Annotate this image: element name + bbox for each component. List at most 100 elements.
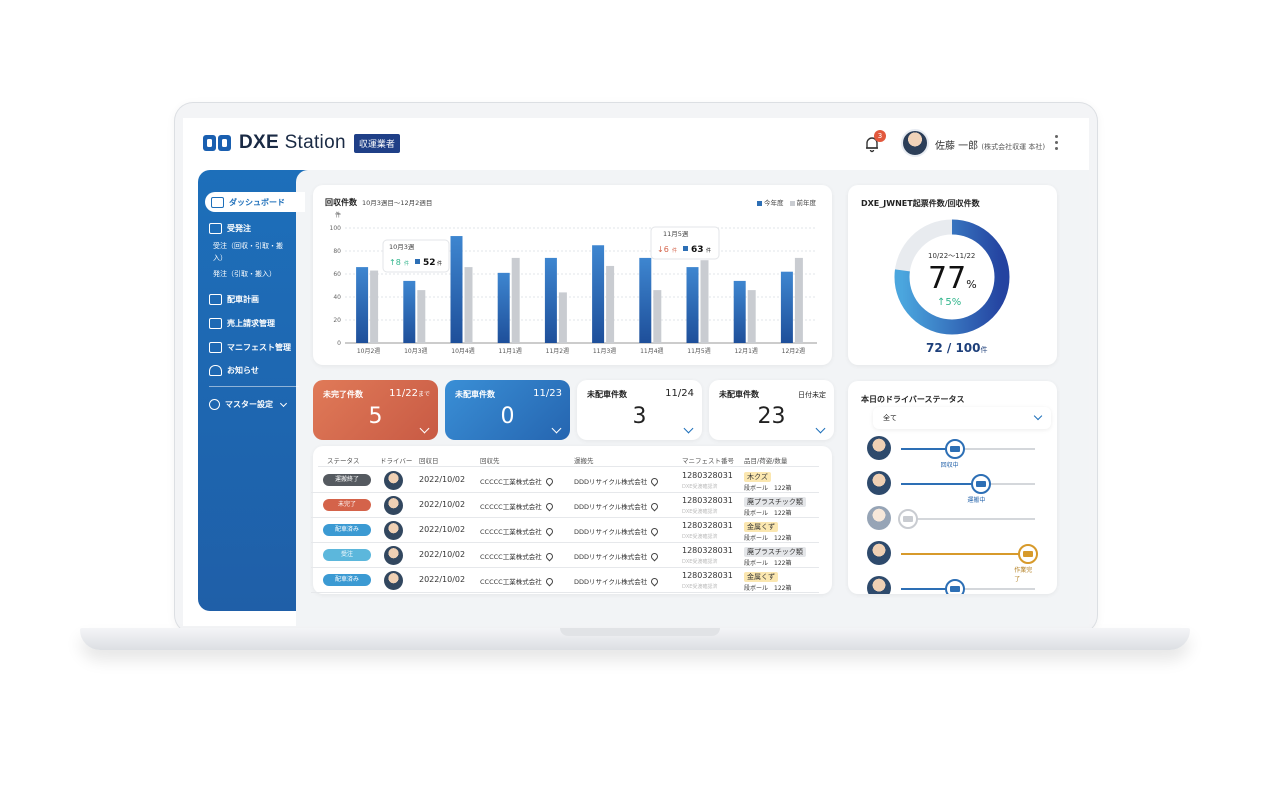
tile-value: 23 [757,404,786,429]
sidebar-item-dashboard[interactable]: ダッシュボード [205,192,305,212]
driver-progress-fill [901,483,982,485]
bar-previous-4[interactable] [511,257,520,343]
col-header-date: 回収日 [419,457,439,465]
y-tick-label: 100 [330,225,342,232]
bar-current-3[interactable] [450,236,463,343]
user-name[interactable]: 佐藤 一郎 (株式会社収運 本社) [935,141,1046,152]
sidebar-divider [209,386,299,387]
tile-date: 11/22まで [389,388,430,399]
manifest-status: DXE受渡確認済 [682,509,718,515]
col-header-item: 品目/荷姿/数量 [744,457,788,465]
bar-previous-8[interactable] [700,260,709,343]
sidebar-item-news[interactable]: お知らせ [209,365,259,376]
more-menu-icon[interactable] [1055,135,1059,151]
tooltip-value: 52 [423,258,436,268]
tile-date: 日付未定 [798,391,826,399]
status-glyph [949,446,960,452]
sidebar-subitem-receive-orders[interactable]: 受注（回収・引取・搬入） [213,242,283,262]
package-quantity: 段ボール 122箱 [744,485,792,492]
orders-table-card [313,446,832,594]
user-avatar[interactable] [901,129,929,157]
bar-previous-7[interactable] [653,290,662,343]
driver-filter-select[interactable]: 全て [873,407,1051,429]
x-tick-label: 12月1週 [734,347,757,355]
delivery-destination: DDDリサイクル株式会社 [574,576,660,587]
bar-current-5[interactable] [544,257,557,343]
tile-incomplete[interactable]: 未完了件数 11/22まで 5 [313,380,438,440]
bar-previous-9[interactable] [747,290,756,343]
bar-current-10[interactable] [780,271,793,343]
donut-chart [894,219,1010,335]
collection-source: CCCCC工業株式会社 [480,476,555,487]
x-tick-label: 11月5週 [687,347,710,355]
driver-avatar [384,496,403,515]
tile-label: 未配車件数 [587,390,627,399]
x-tick-label: 10月3週 [404,347,427,355]
driver-avatar[interactable] [867,541,891,565]
bar-previous-2[interactable] [417,290,426,343]
bar-previous-5[interactable] [558,292,567,343]
collection-date: 2022/10/02 [419,550,466,559]
tile-undispatched-1124[interactable]: 未配車件数 11/24 3 [577,380,702,440]
driver-avatar[interactable] [867,506,891,530]
item-tag: 廃プラスチック類 [744,497,806,507]
tile-undispatched-1123[interactable]: 未配車件数 11/23 0 [445,380,570,440]
sidebar-item-manifest[interactable]: マニフェスト管理 [209,342,291,353]
collection-date: 2022/10/02 [419,475,466,484]
bar-current-8[interactable] [686,267,699,343]
driver-status-title: 本日のドライバーステータス [861,395,965,404]
table-row[interactable]: 未完了 2022/10/02 CCCCC工業株式会社 DDDリサイクル株式会社 1280… [311,493,819,518]
bar-previous-6[interactable] [606,265,615,343]
driver-avatar[interactable] [867,576,891,594]
table-row[interactable]: 受注 2022/10/02 CCCCC工業株式会社 DDDリサイクル株式会社 12803… [311,543,819,568]
bar-previous-10[interactable] [794,257,803,343]
sidebar-item-orders[interactable]: 受発注 [209,223,251,234]
bar-current-1[interactable] [356,267,369,343]
table-row[interactable]: 運搬終了 2022/10/02 CCCCC工業株式会社 DDDリサイクル株式会社 128… [311,468,819,493]
status-glyph [976,481,987,487]
sidebar-item-master-settings[interactable]: マスター設定 [209,399,288,410]
item-tag: 廃プラスチック類 [744,547,806,557]
tile-value: 3 [632,404,647,429]
bar-current-4[interactable] [497,272,510,343]
driver-avatar[interactable] [867,471,891,495]
collection-date: 2022/10/02 [419,525,466,534]
package-quantity: 段ボール 122箱 [744,585,792,592]
truck-icon [944,579,965,594]
bar-current-7[interactable] [639,257,652,343]
x-tick-label: 11月4週 [640,347,663,355]
tile-undispatched-undated[interactable]: 未配車件数 日付未定 23 [709,380,834,440]
driver-progress-fill [901,448,955,450]
col-header-from: 回収先 [480,457,500,465]
tooltip-week: 11月5週 [663,229,689,238]
sidebar-subitem-place-orders[interactable]: 発注（引取・搬入） [213,270,276,278]
delivery-destination: DDDリサイクル株式会社 [574,551,660,562]
app-screen: DXE Station 収運業者 3 佐藤 一郎 (株式会社収運 本社) ダッシ… [183,118,1089,626]
y-tick-label: 60 [333,271,341,278]
sidebar-item-billing[interactable]: 売上請求管理 [209,318,275,329]
logo[interactable]: DXE Station 収運業者 [203,132,400,154]
bar-current-6[interactable] [592,245,605,343]
delivery-destination: DDDリサイクル株式会社 [574,526,660,537]
package-quantity: 段ボール 122箱 [744,535,792,542]
tile-label: 未完了件数 [323,390,363,399]
table-row[interactable]: 配車済み 2022/10/02 CCCCC工業株式会社 DDDリサイクル株式会社 128… [311,568,819,593]
logo-text: DXE Station [239,132,346,153]
laptop-notch [560,628,720,636]
bar-previous-1[interactable] [370,270,379,343]
tooltip-unit: 件 [437,260,442,267]
gear-icon [209,399,220,410]
bar-current-9[interactable] [733,280,746,343]
table-row[interactable]: 配車済み 2022/10/02 CCCCC工業株式会社 DDDリサイクル株式会社 128… [311,518,819,543]
status-badge: 配車済み [323,524,371,536]
bar-previous-3[interactable] [464,267,473,343]
tooltip-week: 10月3週 [389,242,415,251]
jwnet-ratio-card: DXE_JWNET起票件数/回収件数 10/22〜11/22 77% ↑5% 7… [848,185,1057,365]
driver-avatar[interactable] [867,436,891,460]
tile-label: 未配車件数 [455,390,495,399]
bar-current-2[interactable] [403,280,416,343]
bar-chart: 件 0 20 40 60 80 100 10月2週 10月3週 10月4週 11月1週 11月2週… [330,211,817,355]
driver-avatar [384,571,403,590]
sidebar-item-dispatch[interactable]: 配車計画 [209,294,259,305]
notification-bell-icon[interactable] [863,135,881,153]
